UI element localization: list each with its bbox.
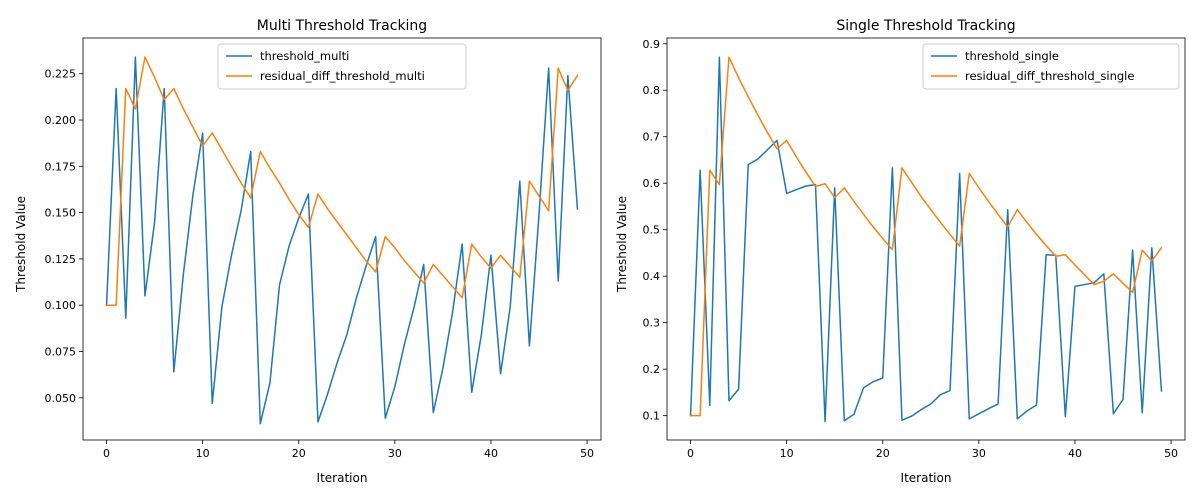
x-tick-label: 20	[292, 447, 306, 460]
y-tick-label: 0.200	[45, 114, 77, 127]
legend: threshold_single residual_diff_threshold_…	[922, 43, 1180, 90]
x-tick-label: 30	[972, 447, 986, 460]
y-tick-label: 0.7	[643, 131, 661, 144]
y-tick-label: 0.4	[643, 270, 661, 283]
y-tick-label: 0.050	[45, 392, 77, 405]
x-axis-label: Iteration	[901, 471, 952, 485]
legend-box	[217, 43, 467, 90]
plot-frame	[82, 37, 602, 441]
y-tick-label: 0.175	[45, 160, 77, 173]
single-threshold-chart: Single Threshold Tracking Iteration Thre…	[615, 18, 1186, 485]
y-tick-label: 0.6	[643, 177, 661, 190]
y-tick-label: 0.5	[643, 224, 661, 237]
x-tick-label: 50	[580, 447, 594, 460]
chart-title: Multi Threshold Tracking	[257, 18, 427, 34]
x-tick-label: 0	[103, 447, 110, 460]
y-tick-label: 0.2	[643, 363, 661, 376]
y-tick-label: 0.1	[643, 410, 661, 423]
series-line-residual-diff-threshold-single	[689, 56, 1163, 417]
y-tick-label: 0.125	[45, 253, 77, 266]
y-tick-label: 0.225	[45, 68, 77, 81]
y-tick-label: 0.9	[643, 38, 661, 51]
legend-label: residual_diff_threshold_multi	[260, 69, 425, 83]
x-tick-label: 30	[388, 447, 402, 460]
y-tick-label: 0.075	[45, 345, 77, 358]
plot-frame	[666, 37, 1186, 441]
chart-title: Single Threshold Tracking	[836, 18, 1015, 34]
legend-label: threshold_single	[965, 49, 1059, 63]
series-line-threshold-multi	[105, 56, 579, 425]
legend-box	[922, 43, 1180, 90]
legend-label: residual_diff_threshold_single	[965, 69, 1134, 83]
x-tick-label: 20	[876, 447, 890, 460]
x-tick-label: 40	[484, 447, 498, 460]
legend: threshold_multi residual_diff_threshold_m…	[217, 43, 467, 90]
multi-threshold-chart: Multi Threshold Tracking Iteration Thres…	[14, 18, 602, 485]
series-line-threshold-single	[689, 56, 1163, 423]
x-tick-label: 10	[196, 447, 210, 460]
x-tick-label: 40	[1068, 447, 1082, 460]
y-tick-label: 0.100	[45, 299, 77, 312]
y-tick-label: 0.3	[643, 317, 661, 330]
x-tick-label: 50	[1164, 447, 1178, 460]
x-tick-label: 10	[780, 447, 794, 460]
y-axis-label: Threshold Value	[615, 196, 629, 293]
legend-label: threshold_multi	[260, 49, 349, 63]
y-axis-label: Threshold Value	[14, 196, 28, 293]
x-axis-label: Iteration	[317, 471, 368, 485]
series-line-residual-diff-threshold-multi	[105, 56, 579, 306]
y-tick-label: 0.8	[643, 84, 661, 97]
x-tick-label: 0	[687, 447, 694, 460]
y-tick-label: 0.150	[45, 207, 77, 220]
